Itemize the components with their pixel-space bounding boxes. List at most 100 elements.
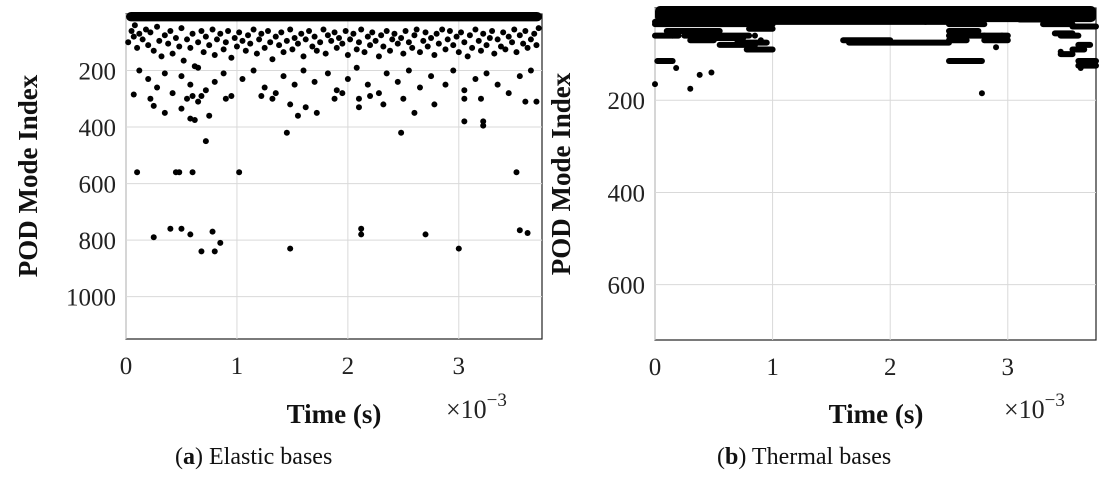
panel-a-data-point — [431, 101, 438, 108]
panel-a-data-point — [167, 27, 174, 34]
panel-a-data-point — [172, 35, 179, 42]
panel-a-data-point — [477, 95, 484, 102]
panel-a-data-point — [239, 76, 246, 82]
panel-a-data-point — [222, 39, 229, 46]
panel-a-data-point — [294, 40, 301, 47]
panel-a-data-point — [198, 92, 205, 99]
panel-a-axes-frame — [125, 13, 543, 340]
panel-a-data-point — [189, 92, 196, 99]
panel-a-data-point — [375, 53, 382, 60]
panel-a-data-point — [198, 248, 205, 255]
panel-a-data-point — [322, 50, 329, 57]
panel-a-data-point — [150, 47, 157, 54]
panel-a-data-point — [458, 29, 465, 36]
panel-a-data-point — [176, 169, 183, 176]
panel-a-dense-band — [126, 12, 542, 22]
panel-a-data-point — [494, 36, 501, 43]
panel-a-data-point — [191, 116, 198, 123]
panel-a-caption: (a) Elastic bases — [175, 444, 333, 470]
panel-a-data-point — [428, 73, 435, 80]
panel-b-data-point — [978, 90, 985, 97]
panel-a-y-tick-label: 200 — [79, 59, 117, 86]
panel-a-y-axis-label: POD Mode Index — [13, 74, 43, 277]
panel-b-caption: (b) Thermal bases — [717, 444, 892, 470]
panel-a-data-point — [533, 98, 540, 105]
panel-a-data-point — [502, 46, 509, 53]
panel-a-data-point — [472, 26, 479, 33]
panel-a-data-point — [486, 35, 493, 42]
panel-a-data-point — [516, 73, 523, 80]
panel-a-data-point — [236, 169, 243, 176]
panel-a-data-point — [206, 42, 213, 49]
panel-a-data-point — [280, 49, 287, 56]
panel-a-data-point — [461, 95, 468, 102]
panel-a-data-point — [187, 44, 194, 51]
panel-a-data-point — [520, 40, 527, 47]
panel-a-data-point — [411, 32, 418, 39]
panel-a-data-point — [206, 112, 213, 119]
panel-a-data-point — [394, 40, 401, 47]
panel-a-data-point — [328, 37, 335, 44]
panel-a-data-point — [125, 39, 132, 46]
panel-a-data-point — [272, 33, 279, 40]
panel-a-data-point — [154, 23, 161, 30]
panel-a-data-point — [355, 39, 362, 46]
panel-a-data-point — [242, 47, 249, 54]
panel-b-marks — [652, 6, 1099, 97]
panel-a-data-point — [253, 50, 260, 57]
panel-a-data-point — [411, 109, 418, 116]
panel-a-data-point — [461, 87, 468, 94]
panel-a-data-point — [217, 30, 224, 37]
panel-a-data-point — [394, 78, 401, 85]
panel-a-data-point — [184, 95, 191, 102]
panel-a-data-point — [195, 64, 202, 71]
panel-a-data-point — [531, 30, 538, 37]
panel-a-data-point — [387, 47, 394, 54]
panel-a-data-point — [483, 42, 490, 49]
panel-a-data-point — [165, 40, 172, 47]
panel-a-data-point — [511, 26, 518, 33]
panel-a-data-point — [489, 27, 496, 34]
panel-a-data-point — [147, 29, 154, 36]
panel-a-data-point — [398, 35, 405, 42]
panel-a-data-point — [289, 46, 296, 53]
panel-a-data-point — [464, 53, 471, 60]
panel-a-data-point — [424, 43, 431, 50]
panel-a-data-point — [405, 67, 412, 74]
panel-a-data-point — [287, 101, 294, 108]
panel-a-data-point — [313, 47, 320, 54]
panel-a-data-point — [477, 47, 484, 54]
panel-b-data-point — [751, 32, 758, 39]
panel-a-data-point — [209, 228, 216, 235]
panel-a-data-point — [178, 225, 185, 232]
panel-b-data-point — [708, 69, 715, 76]
panel-b-data-point — [998, 32, 1005, 39]
panel-a-data-point — [156, 37, 163, 44]
panel-a-data-point — [239, 37, 246, 44]
panel-a-caption-text: Elastic bases — [209, 444, 333, 470]
panel-a-data-point — [422, 29, 429, 36]
panel-a-data-point — [187, 81, 194, 88]
panel-a-data-point — [378, 32, 385, 39]
panel-a-x-tick-label: 2 — [342, 353, 355, 380]
panel-a-x-multiplier-base: ×10 — [446, 395, 487, 424]
panel-a-data-point — [435, 40, 442, 47]
panel-a-data-point — [416, 49, 423, 56]
panel-a-data-point — [136, 30, 143, 37]
panel-a-data-point — [211, 248, 218, 255]
panel-a-data-point — [202, 138, 209, 145]
panel-a-data-point — [389, 36, 396, 43]
panel-a-data-point — [391, 30, 398, 37]
panel-a-data-point — [333, 87, 340, 94]
panel-a-data-point — [375, 90, 382, 97]
panel-a-data-point — [413, 26, 420, 33]
panel-a-data-point — [453, 33, 460, 40]
panel-a-data-point — [383, 27, 390, 34]
panel-a-data-point — [269, 56, 276, 63]
panel-b-y-axis-label: POD Mode Index — [546, 72, 576, 275]
panel-a-data-point — [200, 49, 207, 56]
panel-a-data-point — [291, 35, 298, 42]
panel-a-data-point — [422, 231, 429, 238]
panel-a-data-point — [211, 78, 218, 85]
panel-a-data-point — [278, 29, 285, 36]
